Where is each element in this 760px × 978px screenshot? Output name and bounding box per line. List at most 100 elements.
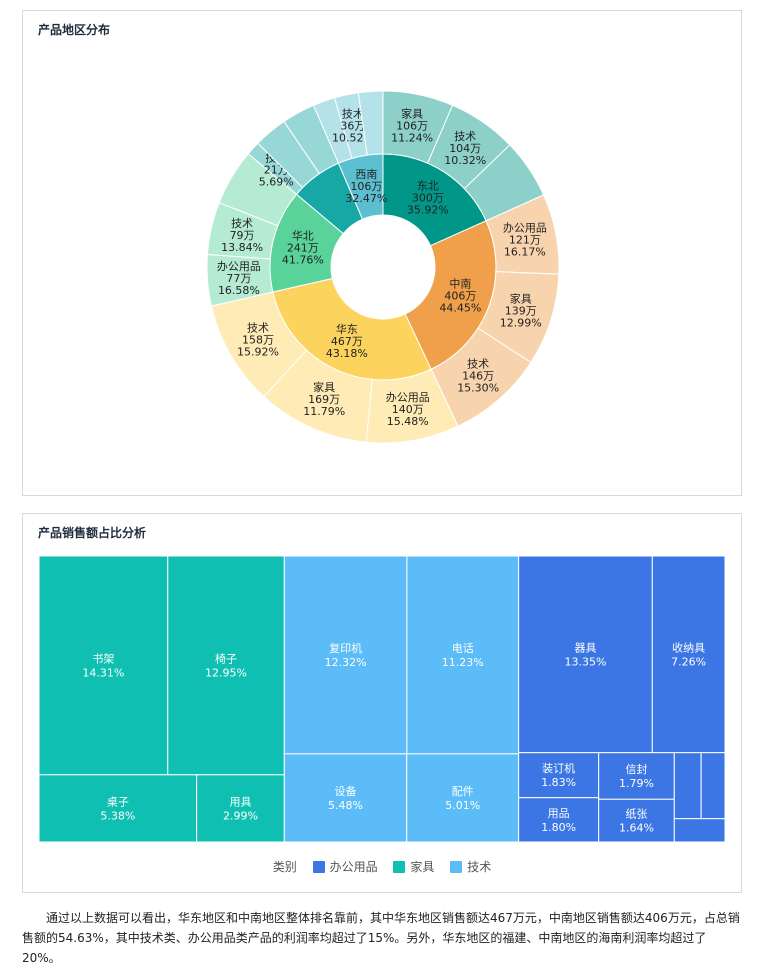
sunburst-leaf-5-2[interactable] (357, 90, 384, 156)
sunburst-leaf-label-2-0-line: 15.48% (387, 415, 429, 428)
sunburst-region-label-3-line: 华北 (292, 228, 314, 242)
treemap-cell-name-9: 收纳具 (672, 640, 705, 654)
sunburst-region-label-1: 中南 406万 44.45% (439, 278, 481, 315)
sunburst-region-label-0-line: 35.92% (407, 204, 449, 217)
treemap-cell-name-3: 用具 (229, 795, 251, 808)
legend-label-office: 办公用品 (329, 860, 378, 874)
legend-swatch-office (312, 861, 325, 873)
treemap-cell-4[interactable] (283, 555, 408, 755)
sunburst-leaf-label-0-0-line: 106万 (396, 119, 428, 132)
sunburst-leaf-label-0-1-line: 技术 (454, 130, 476, 143)
treemap-cell-2[interactable] (38, 774, 198, 843)
treemap-cell-name-10: 装订机 (542, 761, 575, 775)
sunburst-leaf-label-0-0-line: 11.24% (391, 131, 433, 144)
treemap-cell-name-11: 用品 (548, 807, 570, 820)
sunburst-leaf-label-2-2-line: 技术 (247, 321, 269, 334)
sunburst-leaf-label-0-0: 家具 106万 11.24% (391, 106, 433, 144)
sunburst-region-label-3-line: 241万 (287, 241, 319, 254)
sunburst-leaf-label-2-1-line: 169万 (308, 393, 340, 406)
sunburst-leaf-label-3-0-line: 77万 (226, 272, 251, 285)
treemap-cell-name-12: 信封 (625, 762, 647, 776)
sunburst-region-label-2-line: 华东 (336, 322, 358, 336)
sunburst-region-label-1-line: 中南 (449, 278, 471, 291)
legend-label-furniture: 家具 (410, 860, 435, 874)
sunburst-leaf-label-2-0-line: 140万 (392, 403, 424, 416)
sunburst-leaf-label-1-2-line: 技术 (467, 358, 489, 371)
treemap-cell-percent-4: 12.32% (325, 656, 367, 669)
treemap-cell-16[interactable] (673, 818, 726, 843)
sunburst-leaf-label-5-1-line: 10.52% (332, 132, 374, 145)
sunburst-leaf-label-2-0: 办公用品 140万 15.48% (386, 391, 430, 428)
sunburst-region-label-1-line: 44.45% (439, 302, 481, 315)
treemap-cell-name-8: 器具 (574, 641, 596, 654)
treemap-cell-percent-10: 1.83% (541, 776, 576, 789)
treemap-cell-15[interactable] (700, 752, 726, 820)
treemap-legend: 类别 办公用品 家具 技术 (23, 858, 741, 875)
sunburst-leaf-label-2-2: 技术 158万 15.92% (237, 321, 279, 358)
sunburst-leaf-label-1-0-line: 办公用品 (503, 222, 547, 235)
sunburst-region-label-0-line: 300万 (412, 192, 444, 205)
sunburst-region-label-5-line: 西南 (355, 168, 377, 181)
treemap-cell-0[interactable] (38, 555, 169, 776)
sunburst-region-label-2: 华东 467万 43.18% (326, 322, 368, 360)
legend-item-furniture[interactable]: 家具 (393, 858, 434, 875)
sunburst-leaf-label-2-2-line: 15.92% (237, 345, 279, 358)
treemap-cell-5[interactable] (406, 555, 520, 755)
sunburst-leaf-label-2-1-line: 家具 (313, 380, 335, 394)
treemap-cell-percent-0: 14.31% (82, 666, 124, 679)
treemap-cell-9[interactable] (651, 555, 726, 754)
treemap-cell-name-5: 电话 (452, 642, 474, 655)
treemap-cell-percent-1: 12.95% (205, 666, 247, 679)
treemap-cell-7[interactable] (406, 753, 520, 843)
treemap-cell-percent-13: 1.64% (619, 822, 654, 835)
sunburst-leaf-label-2-1-line: 11.79% (303, 405, 345, 418)
sunburst-leaf-label-0-1: 技术 104万 10.32% (444, 130, 486, 167)
treemap-cell-name-4: 复印机 (329, 641, 362, 655)
sunburst-leaf-label-3-0: 办公用品 77万 16.58% (217, 260, 261, 297)
legend-item-office[interactable]: 办公用品 (312, 858, 378, 875)
legend-label-tech: 技术 (467, 860, 492, 874)
treemap-cell-name-0: 书架 (92, 652, 114, 665)
sunburst-leaf-label-1-2-line: 15.30% (457, 382, 499, 395)
sunburst-leaf-label-3-1: 技术 79万 13.84% (221, 217, 263, 254)
summary-paragraph: 通过以上数据可以看出，华东地区和中南地区整体排名靠前，其中华东地区销售额达467… (22, 911, 740, 965)
treemap-cell-percent-11: 1.80% (541, 821, 576, 834)
treemap-card: 产品销售额占比分析 书架 14.31% 椅子 12.95% 桌子 5.38% 用具 2.99%… (22, 513, 742, 893)
sunburst-region-label-5: 西南 106万 32.47% (345, 168, 387, 205)
sunburst-region-label-5-line: 106万 (350, 180, 382, 193)
treemap-cell-name-6: 设备 (335, 784, 357, 798)
treemap-cell-percent-9: 7.26% (671, 655, 706, 668)
legend-swatch-tech (450, 861, 463, 873)
treemap-cell-name-2: 桌子 (107, 795, 129, 808)
sunburst-leaf-label-5-1-line: 36万 (340, 120, 365, 133)
sunburst-leaf-label-1-0: 办公用品 121万 16.17% (503, 222, 547, 259)
treemap-cell-3[interactable] (196, 774, 285, 843)
treemap-cell-14[interactable] (673, 752, 702, 820)
sunburst-region-label-2-line: 43.18% (326, 347, 368, 360)
sunburst-leaf-label-3-1-line: 13.84% (221, 241, 263, 254)
sunburst-leaf-label-3-0-line: 办公用品 (217, 260, 261, 273)
sunburst-leaf-label-2-0-line: 办公用品 (386, 391, 430, 404)
sunburst-leaf-label-4-0-line: 5.69% (259, 175, 294, 188)
sunburst-region-label-5-line: 32.47% (345, 192, 387, 205)
treemap-cell-percent-2: 5.38% (100, 809, 135, 822)
sunburst-leaf-label-1-1-line: 家具 (510, 292, 532, 306)
sunburst-title: 产品地区分布 (38, 23, 111, 37)
sunburst-region-label-0-line: 东北 (417, 180, 439, 193)
sunburst-leaf-label-1-2-line: 146万 (462, 370, 494, 383)
sunburst-region-label-2-line: 467万 (331, 335, 363, 348)
sunburst-leaf-label-5-1: 技术 36万 10.52% (332, 108, 374, 145)
sunburst-card: 产品地区分布 东北 300万 35.92% 家具 106万 11.24% 技术 104万 10.… (22, 10, 742, 496)
sunburst-leaf-label-5-1-line: 技术 (342, 108, 364, 121)
sunburst-leaf-label-0-1-line: 10.32% (444, 154, 486, 167)
legend-title: 类别 (272, 860, 297, 874)
treemap-cell-name-7: 配件 (452, 785, 474, 798)
treemap-title: 产品销售额占比分析 (38, 526, 147, 540)
sunburst-leaf-label-3-0-line: 16.58% (218, 284, 260, 297)
legend-item-tech[interactable]: 技术 (450, 858, 491, 875)
sunburst-leaf-label-1-1-line: 139万 (505, 305, 537, 318)
legend-swatch-furniture (393, 861, 406, 873)
treemap-cell-1[interactable] (167, 555, 285, 776)
sunburst-leaf-label-0-1-line: 104万 (449, 142, 481, 155)
